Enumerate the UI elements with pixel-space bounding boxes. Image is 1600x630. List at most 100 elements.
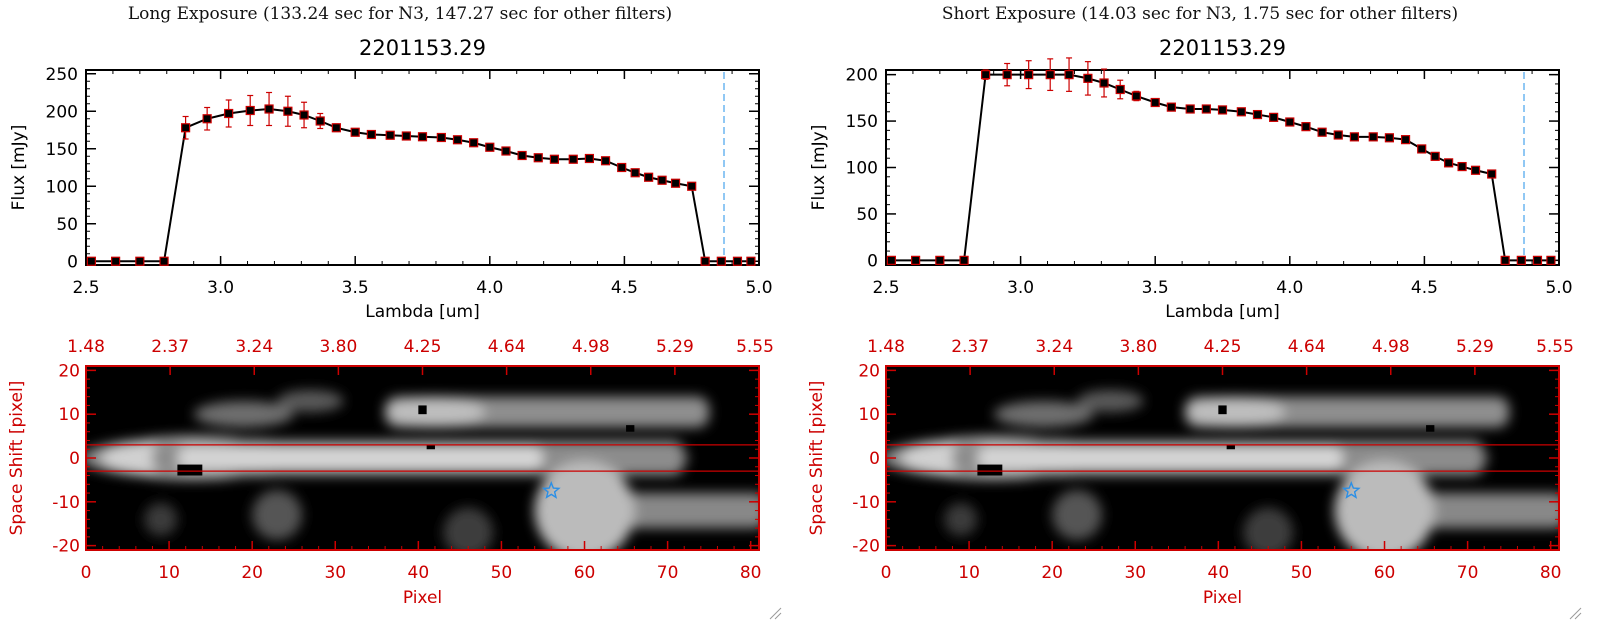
x-tick-label: 3.0: [1007, 278, 1034, 298]
y-tick-label: 0: [67, 252, 78, 272]
y-tick-label: 50: [856, 205, 878, 225]
data-point: [245, 105, 255, 116]
y-tick-label: 150: [846, 112, 878, 132]
resize-grip-icon[interactable]: [1568, 606, 1582, 620]
data-point: [1457, 161, 1467, 172]
data-point: [1444, 158, 1454, 168]
upper-left-blob: [194, 401, 294, 428]
bad-pixel: [1226, 444, 1235, 450]
y-tick-label: -10: [852, 493, 880, 513]
series-line: [91, 107, 751, 263]
y-tick-label: 10: [858, 405, 880, 425]
x-tick-label: 4.0: [476, 278, 503, 298]
spectrum-plot: 2.5 3.0 3.5 4.0 4.5 5.0 0 50 100 150 200 250 Lambda …: [9, 65, 773, 322]
image-body: [886, 390, 1559, 550]
x-tick-label: 40: [408, 563, 430, 583]
lower-trace-core: [534, 460, 635, 550]
top-tick-label: 4.98: [572, 337, 610, 357]
top-tick-label: 4.25: [1204, 337, 1242, 357]
data-point: [1532, 255, 1543, 265]
x-tick-label: 70: [1457, 563, 1479, 583]
data-point: [1487, 169, 1497, 179]
resize-grip-icon[interactable]: [768, 606, 782, 620]
x-tick-label: 40: [1208, 563, 1230, 583]
data-point: [111, 256, 121, 266]
x-tick-label: 60: [1374, 563, 1396, 583]
data-point: [549, 154, 560, 164]
data-point: [1500, 255, 1510, 265]
x-tick-label: 10: [158, 563, 180, 583]
data-point: [1131, 91, 1141, 101]
image-plot: 0 10 20 30 40 50 60 70 80 1.48 2.37 3.24 3.80 4.25 4.6…: [7, 337, 774, 608]
data-point: [1384, 133, 1395, 143]
faint-blob: [144, 502, 178, 536]
upper-trace-core: [385, 396, 485, 428]
x-tick-label: 3.5: [1142, 278, 1169, 298]
y-tick-label: 100: [46, 177, 78, 197]
main-trace-core: [177, 447, 543, 469]
data-point: [1083, 73, 1093, 83]
data-point: [299, 110, 309, 120]
top-tick-label: 4.64: [488, 337, 526, 357]
data-point: [935, 255, 945, 265]
data-point: [746, 256, 756, 266]
bad-pixel: [977, 464, 1003, 476]
data-point: [331, 123, 341, 133]
panel-short-exposure: Short Exposure (14.03 sec for N3, 1.75 s…: [800, 0, 1600, 630]
y-axis-label: Flux [mJy]: [809, 125, 829, 211]
data-point: [436, 132, 446, 143]
lower-left-blob: [252, 490, 303, 540]
top-tick-label: 2.37: [951, 337, 989, 357]
bad-pixel: [418, 405, 427, 415]
lower-left-blob: [1052, 490, 1103, 540]
lower-trace-core: [1334, 460, 1435, 550]
data-point: [159, 256, 169, 266]
data-point: [1002, 70, 1012, 80]
data-point: [886, 255, 896, 265]
data-point: [1430, 151, 1440, 161]
data-point: [716, 256, 726, 266]
data-point: [224, 108, 234, 119]
data-point: [1236, 107, 1246, 117]
faint-blob: [944, 502, 978, 536]
x-tick-label: 2.5: [872, 278, 899, 298]
data-point: [485, 142, 495, 152]
data-point: [617, 162, 627, 173]
panel-title: Short Exposure (14.03 sec for N3, 1.75 s…: [941, 4, 1459, 24]
data-point: [959, 255, 969, 265]
y-tick-label: 50: [56, 215, 78, 235]
y-tick-label: 150: [46, 140, 78, 160]
panel-long-exposure: Long Exposure (133.24 sec for N3, 147.27…: [7, 4, 782, 620]
data-point: [1185, 104, 1195, 114]
data-point: [264, 104, 274, 114]
data-point: [600, 156, 611, 166]
bad-pixel: [426, 444, 435, 450]
x-tick-label: 5.0: [745, 278, 772, 298]
faint-blob: [443, 507, 494, 550]
data-point: [1115, 84, 1125, 95]
data-point: [1064, 70, 1074, 80]
data-point: [1099, 78, 1109, 88]
x-tick-label: 80: [740, 563, 762, 583]
data-point: [657, 175, 667, 185]
data-point: [584, 153, 595, 164]
upper-left-blob: [277, 390, 344, 412]
x-axis-label: Pixel: [403, 588, 442, 608]
data-point: [350, 127, 360, 137]
top-tick-label: 4.98: [1372, 337, 1410, 357]
x-tick-label: 80: [1540, 563, 1562, 583]
top-tick-label: 5.29: [656, 337, 694, 357]
x-tick-label: 60: [574, 563, 596, 583]
data-point: [202, 114, 212, 124]
top-tick-label: 2.37: [151, 337, 189, 357]
source-blobs: [86, 390, 759, 550]
top-tick-label: 3.80: [1119, 337, 1157, 357]
data-point: [1166, 102, 1176, 112]
y-tick-label: 0: [69, 449, 80, 469]
x-tick-label: 30: [1124, 563, 1146, 583]
x-tick-label: 50: [1291, 563, 1313, 583]
image-body: [86, 390, 759, 550]
top-tick-label: 5.55: [1536, 337, 1574, 357]
upper-left-blob: [994, 401, 1094, 428]
top-tick-label: 4.25: [404, 337, 442, 357]
